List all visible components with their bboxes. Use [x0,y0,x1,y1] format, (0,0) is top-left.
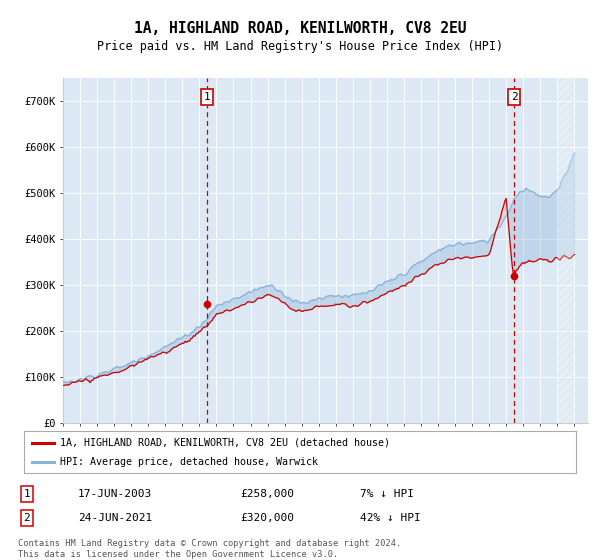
Text: £320,000: £320,000 [240,513,294,523]
Text: 24-JUN-2021: 24-JUN-2021 [78,513,152,523]
Text: 17-JUN-2003: 17-JUN-2003 [78,489,152,499]
Text: Price paid vs. HM Land Registry's House Price Index (HPI): Price paid vs. HM Land Registry's House … [97,40,503,53]
Text: HPI: Average price, detached house, Warwick: HPI: Average price, detached house, Warw… [60,457,318,467]
Text: 1: 1 [23,489,31,499]
Text: 2: 2 [23,513,31,523]
Text: £258,000: £258,000 [240,489,294,499]
Text: 1A, HIGHLAND ROAD, KENILWORTH, CV8 2EU: 1A, HIGHLAND ROAD, KENILWORTH, CV8 2EU [134,21,466,36]
Text: 1A, HIGHLAND ROAD, KENILWORTH, CV8 2EU (detached house): 1A, HIGHLAND ROAD, KENILWORTH, CV8 2EU (… [60,437,390,447]
Text: 1: 1 [204,92,211,102]
Text: Contains HM Land Registry data © Crown copyright and database right 2024.
This d: Contains HM Land Registry data © Crown c… [18,539,401,559]
Text: 7% ↓ HPI: 7% ↓ HPI [360,489,414,499]
Text: 2: 2 [511,92,517,102]
Text: 42% ↓ HPI: 42% ↓ HPI [360,513,421,523]
